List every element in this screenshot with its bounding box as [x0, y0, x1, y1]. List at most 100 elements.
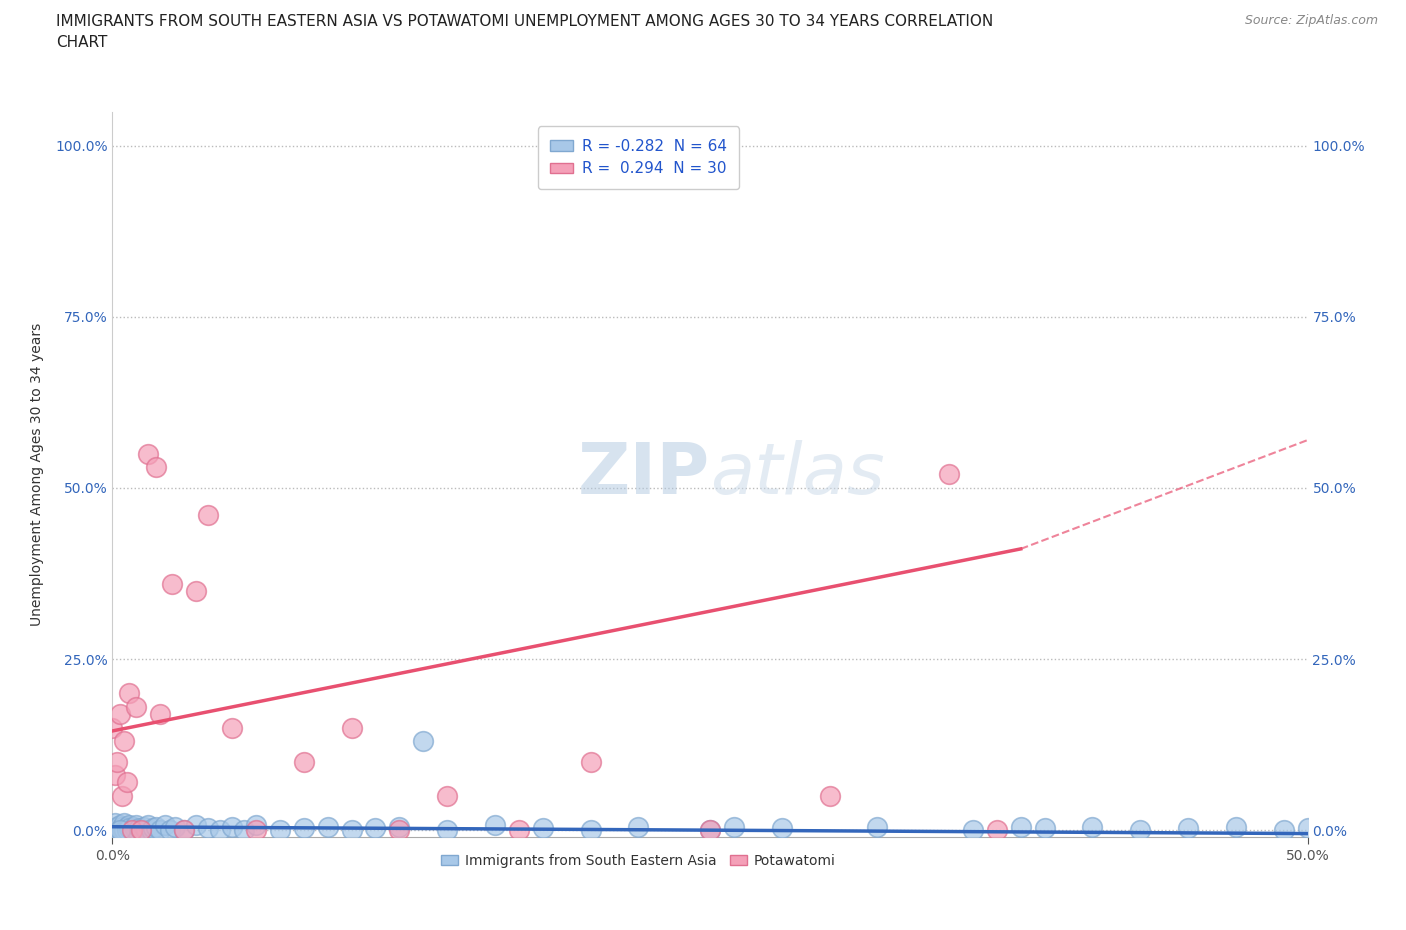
- Point: [1177, 820, 1199, 835]
- Point: [159, 823, 181, 838]
- Point: [245, 823, 267, 838]
- Point: [145, 460, 167, 475]
- Point: [129, 823, 152, 838]
- Point: [245, 817, 267, 832]
- Text: atlas: atlas: [710, 440, 884, 509]
- Point: [114, 816, 135, 830]
- Point: [125, 817, 148, 832]
- Point: [388, 823, 411, 838]
- Point: [986, 823, 1008, 838]
- Point: [163, 819, 186, 834]
- Y-axis label: Unemployment Among Ages 30 to 34 years: Unemployment Among Ages 30 to 34 years: [30, 323, 44, 626]
- Point: [388, 819, 411, 834]
- Point: [531, 820, 554, 835]
- Point: [269, 823, 291, 838]
- Point: [101, 720, 124, 735]
- Text: Source: ZipAtlas.com: Source: ZipAtlas.com: [1244, 14, 1378, 27]
- Point: [186, 817, 208, 832]
- Point: [723, 819, 745, 834]
- Point: [114, 734, 135, 749]
- Point: [1272, 823, 1295, 838]
- Point: [105, 823, 128, 838]
- Point: [115, 819, 138, 834]
- Point: [221, 720, 243, 735]
- Point: [699, 823, 721, 838]
- Point: [866, 819, 889, 834]
- Point: [129, 823, 152, 838]
- Point: [108, 823, 131, 838]
- Point: [579, 823, 602, 838]
- Point: [1010, 819, 1032, 834]
- Point: [292, 820, 315, 835]
- Point: [579, 754, 602, 769]
- Point: [186, 583, 208, 598]
- Point: [1033, 820, 1056, 835]
- Point: [135, 823, 157, 838]
- Point: [104, 816, 127, 830]
- Point: [149, 707, 172, 722]
- Point: [197, 508, 219, 523]
- Point: [316, 819, 339, 834]
- Point: [139, 823, 162, 838]
- Point: [111, 823, 134, 838]
- Point: [121, 823, 143, 838]
- Point: [770, 820, 793, 835]
- Point: [508, 823, 530, 838]
- Text: IMMIGRANTS FROM SOUTH EASTERN ASIA VS POTAWATOMI UNEMPLOYMENT AMONG AGES 30 TO 3: IMMIGRANTS FROM SOUTH EASTERN ASIA VS PO…: [56, 14, 994, 29]
- Point: [364, 820, 387, 835]
- Text: CHART: CHART: [56, 35, 108, 50]
- Point: [162, 577, 183, 591]
- Point: [105, 754, 128, 769]
- Point: [111, 789, 134, 804]
- Point: [108, 707, 131, 722]
- Point: [1225, 819, 1247, 834]
- Point: [114, 823, 135, 838]
- Point: [209, 823, 232, 838]
- Point: [118, 685, 141, 700]
- Point: [104, 823, 127, 838]
- Point: [1129, 823, 1152, 838]
- Point: [125, 699, 148, 714]
- Point: [138, 817, 160, 832]
- Point: [101, 823, 124, 838]
- Point: [221, 819, 243, 834]
- Point: [108, 823, 131, 838]
- Point: [122, 819, 145, 834]
- Point: [142, 820, 165, 835]
- Point: [115, 775, 138, 790]
- Point: [699, 823, 721, 838]
- Point: [627, 819, 650, 834]
- Point: [818, 789, 841, 804]
- Point: [173, 823, 195, 838]
- Point: [1081, 819, 1104, 834]
- Point: [118, 820, 141, 835]
- Point: [436, 789, 458, 804]
- Point: [340, 720, 363, 735]
- Point: [138, 446, 160, 461]
- Point: [118, 817, 141, 832]
- Point: [125, 823, 148, 838]
- Point: [104, 768, 127, 783]
- Point: [484, 817, 506, 832]
- Point: [121, 823, 143, 838]
- Point: [173, 823, 195, 838]
- Point: [108, 817, 131, 832]
- Point: [132, 819, 155, 834]
- Point: [105, 819, 128, 834]
- Point: [292, 754, 315, 769]
- Text: ZIP: ZIP: [578, 440, 710, 509]
- Point: [145, 819, 167, 834]
- Point: [962, 823, 984, 838]
- Point: [115, 823, 138, 838]
- Point: [153, 817, 176, 832]
- Legend: Immigrants from South Eastern Asia, Potawatomi: Immigrants from South Eastern Asia, Pota…: [436, 848, 841, 873]
- Point: [128, 820, 150, 835]
- Point: [233, 823, 256, 838]
- Point: [412, 734, 434, 749]
- Point: [436, 823, 458, 838]
- Point: [149, 823, 172, 838]
- Point: [1296, 820, 1319, 835]
- Point: [111, 819, 134, 834]
- Point: [197, 820, 219, 835]
- Point: [340, 823, 363, 838]
